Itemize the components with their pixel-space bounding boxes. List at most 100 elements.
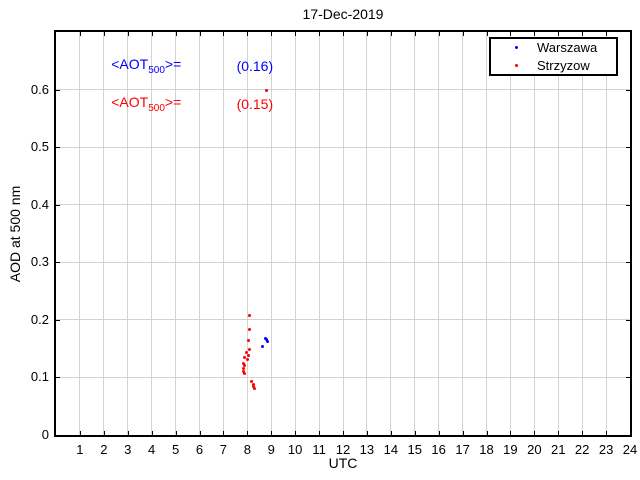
- y-tick-label: 0.2: [30, 311, 49, 327]
- x-tick-top: [223, 32, 225, 36]
- scatter-point-strzyzow: [250, 379, 254, 383]
- x-tick-bottom: [127, 431, 129, 435]
- y-tick-right: [626, 435, 630, 436]
- y-tick-right: [626, 89, 630, 91]
- x-tick-bottom: [343, 431, 344, 435]
- x-tick-label: 22: [574, 442, 590, 457]
- gridline-vertical: [414, 32, 416, 435]
- x-tick-bottom: [630, 431, 631, 435]
- scatter-point-strzyzow: [247, 314, 251, 318]
- x-tick-top: [79, 32, 81, 36]
- legend-entry-warszawa: Warszawa: [491, 39, 616, 57]
- scatter-point-warszawa: [265, 339, 269, 343]
- x-tick-top: [199, 32, 201, 36]
- x-tick-label: 19: [503, 442, 518, 457]
- scatter-point-strzyzow: [243, 356, 247, 360]
- x-tick-bottom: [295, 431, 297, 435]
- x-tick-bottom: [247, 431, 249, 435]
- gridline-horizontal: [56, 204, 630, 206]
- x-tick-label: 6: [195, 442, 204, 457]
- gridline-horizontal: [56, 146, 630, 148]
- gridline-vertical: [294, 32, 296, 435]
- x-tick-bottom: [175, 431, 177, 435]
- scatter-point-strzyzow: [265, 88, 269, 92]
- x-tick-label: 9: [267, 442, 275, 457]
- scatter-point-strzyzow: [241, 366, 245, 370]
- x-tick-label: 20: [527, 442, 542, 457]
- gridline-horizontal: [56, 376, 630, 378]
- y-tick-label: 0.3: [30, 254, 49, 270]
- x-tick-top: [103, 32, 105, 36]
- gridline-vertical: [557, 32, 559, 435]
- gridline-horizontal: [56, 89, 630, 91]
- x-tick-bottom: [390, 431, 392, 435]
- x-tick-bottom: [79, 431, 81, 435]
- x-tick-top: [462, 32, 464, 36]
- plot-title: 17-Dec-2019: [302, 6, 384, 22]
- x-tick-top: [534, 32, 536, 36]
- x-tick-label: 1: [76, 442, 84, 457]
- mean-annotation-label-strzyzow: <AOT500>=: [111, 93, 182, 114]
- scatter-point-strzyzow: [252, 387, 256, 391]
- x-tick-label: 14: [383, 442, 399, 457]
- y-tick-right: [626, 319, 630, 321]
- x-tick-top: [366, 32, 368, 36]
- scatter-point-warszawa: [264, 337, 268, 341]
- y-tick-label: 0.6: [30, 81, 49, 97]
- x-tick-bottom: [582, 431, 584, 435]
- gridline-vertical: [103, 32, 105, 435]
- scatter-point-strzyzow: [248, 327, 252, 331]
- legend: Warszawa Strzyzow: [489, 37, 618, 76]
- y-tick-right: [626, 377, 630, 379]
- x-tick-bottom: [510, 431, 512, 435]
- x-tick-label: 4: [148, 442, 156, 457]
- x-tick-label: 12: [335, 442, 351, 457]
- x-tick-top: [510, 32, 512, 36]
- x-tick-top: [390, 32, 392, 36]
- x-tick-bottom: [534, 431, 536, 435]
- x-tick-top: [319, 32, 321, 36]
- legend-label: Strzyzow: [537, 58, 590, 73]
- mean-annotation-label-warszawa: <AOT500>=: [111, 55, 182, 76]
- gridline-vertical: [318, 32, 320, 435]
- x-tick-top: [582, 32, 584, 36]
- x-tick-top: [295, 32, 297, 36]
- gridline-vertical: [390, 32, 392, 435]
- legend-marker-strzyzow-icon: [515, 64, 518, 67]
- gridline-vertical: [342, 32, 344, 435]
- y-tick-label: 0: [41, 427, 49, 442]
- y-tick-left: [56, 204, 60, 206]
- plot-area: 1 2 3 4 5 6 7 8 9 10 11 12 13 14 15 16 17 18 19 20 21 22 23 24 0…: [31, 30, 637, 457]
- y-tick-left: [56, 262, 60, 264]
- x-tick-label: 15: [407, 442, 422, 457]
- scatter-point-strzyzow: [251, 382, 255, 386]
- x-tick-bottom: [366, 431, 368, 435]
- x-tick-top: [271, 32, 273, 36]
- legend-marker-warszawa-icon: [515, 46, 518, 49]
- y-tick-left: [56, 89, 60, 91]
- x-tick-label: 8: [243, 442, 251, 457]
- y-tick-label: 0.4: [30, 196, 49, 212]
- x-tick-bottom: [199, 431, 201, 435]
- y-tick-left: [56, 147, 60, 149]
- x-tick-bottom: [414, 431, 416, 435]
- gridline-vertical: [486, 32, 487, 435]
- x-tick-bottom: [438, 431, 440, 435]
- gridline-vertical: [533, 32, 535, 435]
- legend-label: Warszawa: [537, 40, 598, 55]
- y-tick-left: [56, 377, 60, 379]
- y-tick-label: 0.1: [30, 369, 49, 385]
- x-tick-label: 17: [455, 442, 470, 457]
- y-tick-right: [626, 204, 630, 206]
- gridline-vertical: [366, 32, 368, 435]
- x-tick-bottom: [558, 431, 560, 435]
- x-tick-bottom: [606, 431, 608, 435]
- x-tick-top: [630, 32, 631, 36]
- gridline-horizontal: [56, 261, 630, 263]
- gridline-vertical: [438, 32, 440, 435]
- x-tick-label: 13: [359, 442, 375, 457]
- x-tick-top: [175, 32, 177, 36]
- legend-entry-strzyzow: Strzyzow: [491, 57, 616, 75]
- x-tick-label: 3: [124, 442, 132, 457]
